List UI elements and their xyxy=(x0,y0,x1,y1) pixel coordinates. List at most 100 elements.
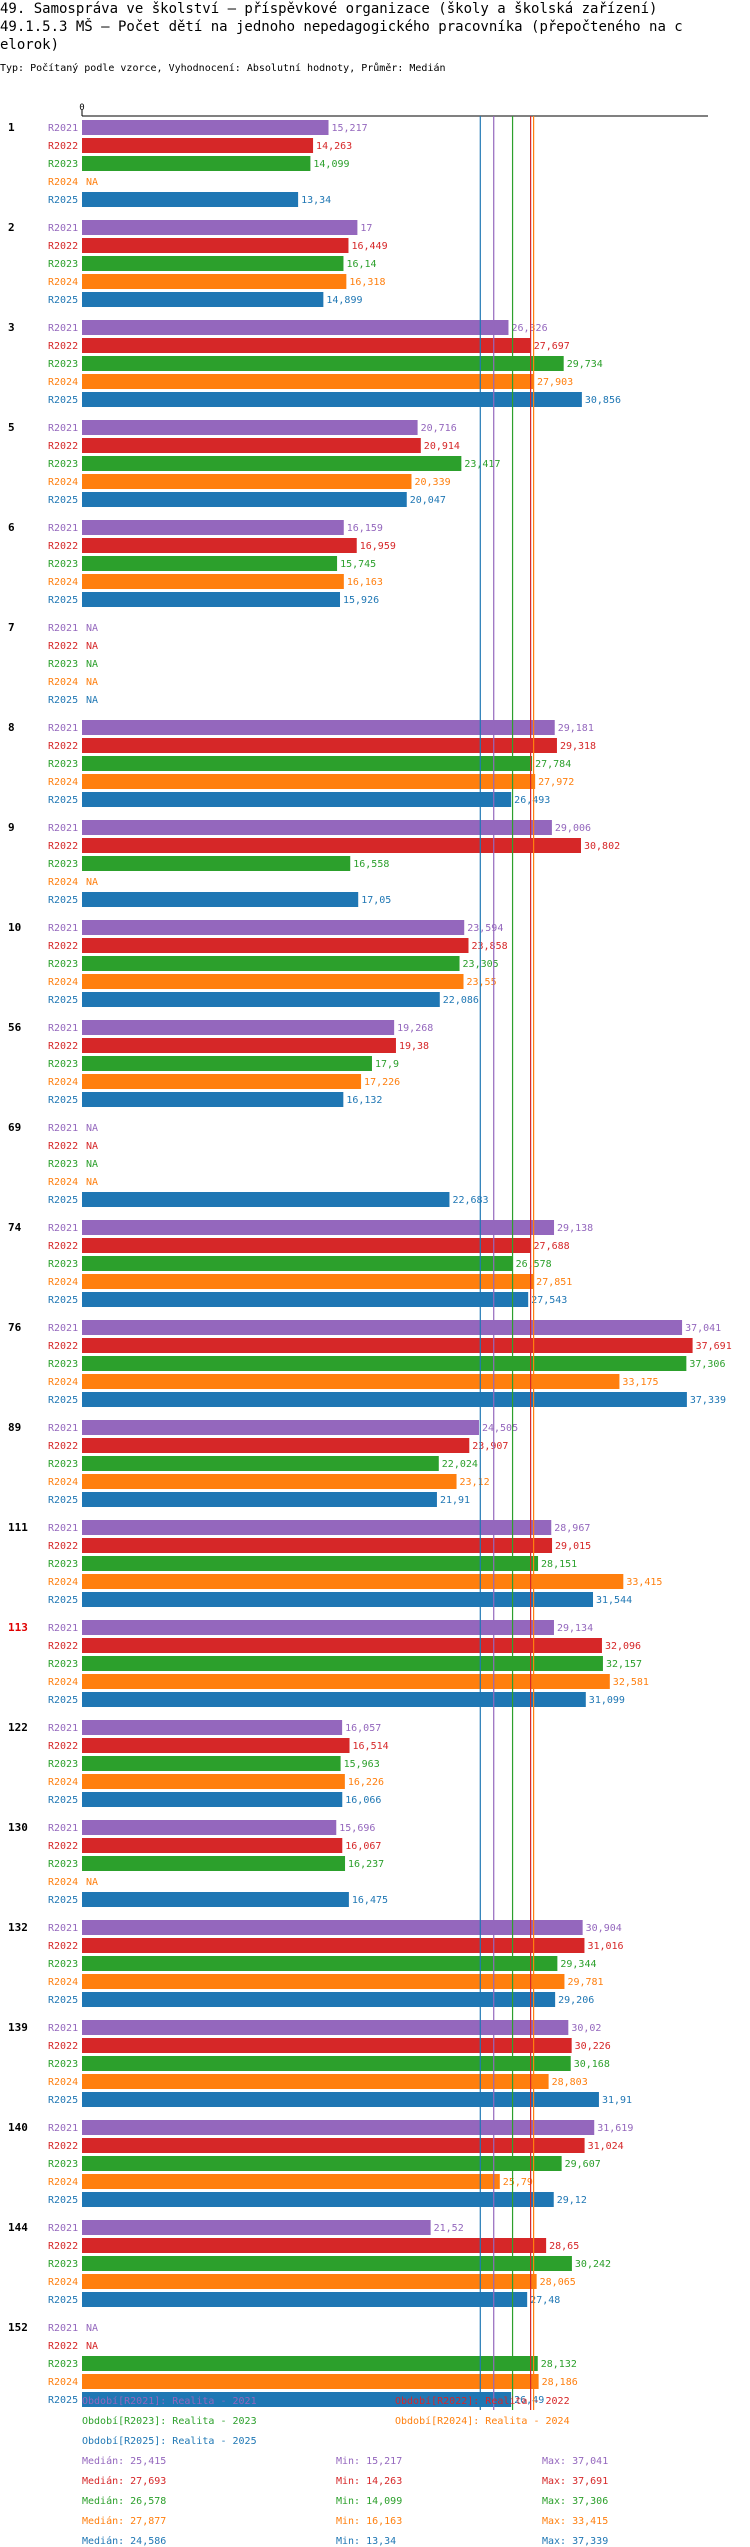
bar xyxy=(82,1456,439,1471)
series-label: R2021 xyxy=(48,123,78,134)
data-label: 15,745 xyxy=(340,559,376,570)
bar xyxy=(82,1074,362,1089)
bar xyxy=(82,1238,531,1253)
series-label: R2024 xyxy=(48,1977,78,1988)
category-label: 113 xyxy=(8,1621,28,1634)
data-label: 30,226 xyxy=(575,2041,611,2052)
data-label: 28,65 xyxy=(549,2241,579,2252)
bar xyxy=(82,2120,595,2135)
series-label: R2025 xyxy=(48,995,78,1006)
legend-item: Období[R2022]: Realita - 2022 xyxy=(395,2396,570,2407)
series-label: R2023 xyxy=(48,1059,78,1070)
na-label: NA xyxy=(86,1159,98,1170)
series-label: R2024 xyxy=(48,1377,78,1388)
data-label: 29,206 xyxy=(558,1995,594,2006)
data-label: 33,175 xyxy=(622,1377,658,1388)
data-label: 28,803 xyxy=(552,2077,588,2088)
bar xyxy=(82,856,351,871)
series-label: R2023 xyxy=(48,1859,78,1870)
bar xyxy=(82,1256,513,1271)
series-label: R2022 xyxy=(48,641,78,652)
bar xyxy=(82,1956,558,1971)
series-label: R2024 xyxy=(48,1777,78,1788)
data-label: 29,734 xyxy=(567,359,603,370)
data-label: 27,784 xyxy=(535,759,571,770)
bar xyxy=(82,220,358,235)
series-label: R2021 xyxy=(48,823,78,834)
series-label: R2025 xyxy=(48,1895,78,1906)
data-label: 15,926 xyxy=(343,595,379,606)
data-label: 28,065 xyxy=(540,2277,576,2288)
series-label: R2024 xyxy=(48,777,78,788)
data-label: 16,132 xyxy=(346,1095,382,1106)
series-label: R2021 xyxy=(48,723,78,734)
bar xyxy=(82,1374,620,1389)
series-label: R2023 xyxy=(48,1959,78,1970)
data-label: 29,318 xyxy=(560,741,596,752)
bar xyxy=(82,2356,538,2371)
bar xyxy=(82,1638,602,1653)
data-label: 27,851 xyxy=(536,1277,572,1288)
bar xyxy=(82,756,533,771)
category-label: 140 xyxy=(8,2121,28,2134)
data-label: 23,417 xyxy=(464,459,500,470)
series-label: R2023 xyxy=(48,459,78,470)
bar xyxy=(82,1838,343,1853)
series-label: R2024 xyxy=(48,2277,78,2288)
data-label: 30,802 xyxy=(584,841,620,852)
na-label: NA xyxy=(86,877,98,888)
data-label: 32,096 xyxy=(605,1641,641,1652)
x-axis-zero-label: 0 xyxy=(79,103,84,113)
data-label: 28,186 xyxy=(542,2377,578,2388)
series-label: R2025 xyxy=(48,2395,78,2406)
data-label: 29,181 xyxy=(558,723,594,734)
series-label: R2023 xyxy=(48,1259,78,1270)
series-label: R2023 xyxy=(48,2359,78,2370)
data-label: 17,226 xyxy=(364,1077,400,1088)
data-label: 13,34 xyxy=(301,195,331,206)
category-label: 111 xyxy=(8,1521,28,1534)
data-label: 20,716 xyxy=(421,423,457,434)
category-label: 1 xyxy=(8,121,15,134)
min-stat: Min: 15,217 xyxy=(336,2456,403,2467)
data-label: 20,047 xyxy=(410,495,446,506)
bar xyxy=(82,274,347,289)
series-label: R2024 xyxy=(48,1077,78,1088)
series-label: R2022 xyxy=(48,941,78,952)
series-label: R2022 xyxy=(48,1141,78,1152)
series-label: R2022 xyxy=(48,1541,78,1552)
bar xyxy=(82,1392,687,1407)
bar xyxy=(82,1556,539,1571)
data-label: 16,475 xyxy=(352,1895,388,1906)
bar xyxy=(82,920,465,935)
category-label: 122 xyxy=(8,1721,28,1734)
category-label: 2 xyxy=(8,221,15,234)
bar xyxy=(82,738,557,753)
bar xyxy=(82,2374,539,2389)
series-label: R2025 xyxy=(48,2095,78,2106)
series-label: R2025 xyxy=(48,2295,78,2306)
data-label: 29,781 xyxy=(567,1977,603,1988)
series-label: R2022 xyxy=(48,341,78,352)
na-label: NA xyxy=(86,677,98,688)
bar xyxy=(82,2020,569,2035)
bar xyxy=(82,520,344,535)
series-label: R2025 xyxy=(48,1295,78,1306)
data-label: 23,907 xyxy=(472,1441,508,1452)
bar xyxy=(82,1192,450,1207)
data-label: 17,05 xyxy=(361,895,391,906)
bar xyxy=(82,1774,345,1789)
data-label: 29,344 xyxy=(560,1959,596,1970)
series-label: R2021 xyxy=(48,2323,78,2334)
data-label: 23,594 xyxy=(467,923,503,934)
data-label: 23,55 xyxy=(467,977,497,988)
category-label: 139 xyxy=(8,2021,28,2034)
bar xyxy=(82,292,324,307)
bar xyxy=(82,2156,562,2171)
series-label: R2021 xyxy=(48,623,78,634)
bar xyxy=(82,120,329,135)
data-label: 37,306 xyxy=(689,1359,725,1370)
series-label: R2025 xyxy=(48,1195,78,1206)
median-stat: Medián: 27,693 xyxy=(82,2476,167,2487)
series-label: R2024 xyxy=(48,677,78,688)
